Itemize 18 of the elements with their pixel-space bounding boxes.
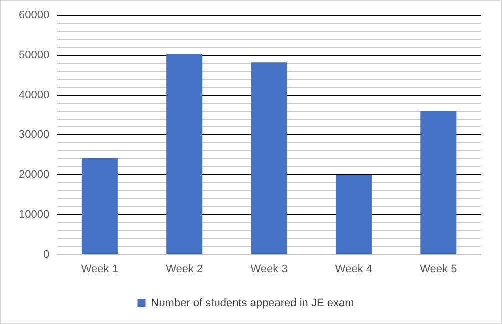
x-tick-label: Week 4 [335, 263, 373, 276]
y-tick-label: 60000 [18, 10, 50, 22]
y-tick-label: 40000 [18, 89, 50, 102]
y-tick-label: 0 [43, 248, 50, 261]
bar [420, 111, 457, 254]
bar [166, 54, 203, 254]
x-tick-label: Week 5 [420, 263, 458, 276]
x-tick-label: Week 2 [166, 263, 204, 276]
legend-label: Number of students appeared in JE exam [151, 298, 354, 310]
y-tick-label: 30000 [18, 129, 50, 142]
bar [251, 62, 288, 254]
y-tick-label: 20000 [18, 169, 50, 182]
bar [82, 158, 118, 254]
y-tick-label: 10000 [18, 208, 50, 221]
y-tick-label: 50000 [18, 50, 50, 62]
bar [336, 175, 372, 254]
x-tick-label: Week 1 [81, 263, 118, 276]
x-tick-label: Week 3 [250, 263, 288, 276]
